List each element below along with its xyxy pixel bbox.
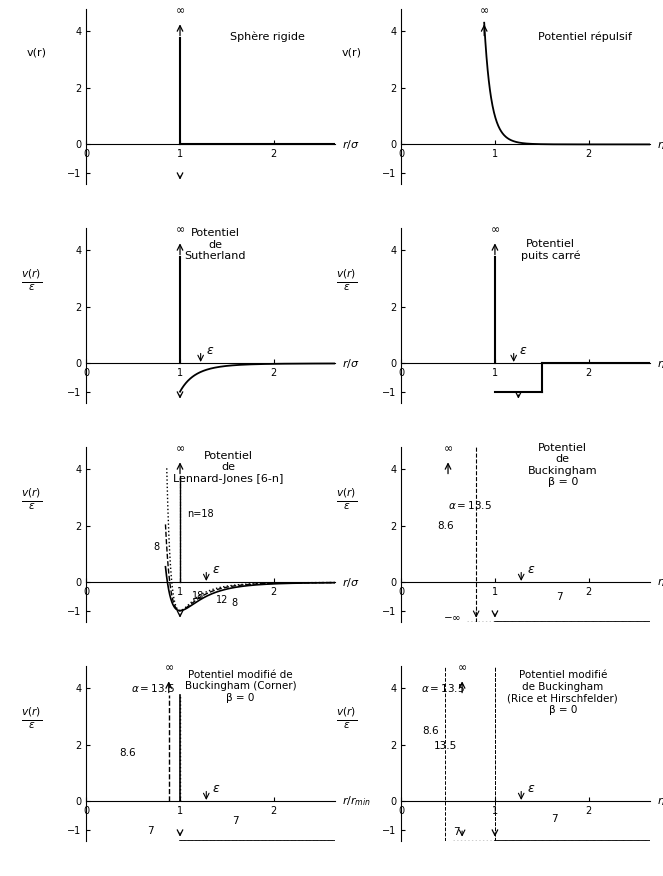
Text: n=18: n=18 [188, 510, 214, 519]
Text: v(r): v(r) [27, 47, 46, 58]
Text: $\varepsilon$: $\varepsilon$ [527, 782, 535, 795]
Text: $\frac{v(r)}{\varepsilon}$: $\frac{v(r)}{\varepsilon}$ [21, 486, 42, 512]
Text: $\frac{v(r)}{\varepsilon}$: $\frac{v(r)}{\varepsilon}$ [21, 705, 42, 731]
Text: $r/r_{min}$: $r/r_{min}$ [657, 795, 663, 809]
Text: 7: 7 [551, 814, 558, 823]
Text: $r/\sigma$: $r/\sigma$ [657, 357, 663, 370]
Text: $\infty$: $\infty$ [164, 662, 174, 672]
Text: 8: 8 [154, 542, 160, 552]
Text: $r/r_{min}$: $r/r_{min}$ [342, 795, 371, 809]
Text: 7: 7 [453, 827, 459, 837]
Text: $\varepsilon$: $\varepsilon$ [527, 563, 535, 576]
Text: 8: 8 [231, 598, 238, 609]
Text: 7: 7 [231, 816, 238, 826]
Text: Sphère rigide: Sphère rigide [231, 32, 305, 42]
Text: $\varepsilon$: $\varepsilon$ [519, 344, 528, 357]
Text: $\varepsilon$: $\varepsilon$ [212, 782, 220, 795]
Text: Potentiel
puits carré: Potentiel puits carré [520, 239, 580, 261]
Text: $r/\sigma$: $r/\sigma$ [657, 138, 663, 151]
Text: 13.5: 13.5 [434, 741, 457, 751]
Text: $\infty$: $\infty$ [175, 443, 185, 453]
Text: 8.6: 8.6 [422, 725, 438, 736]
Text: $-\infty$: $-\infty$ [444, 611, 461, 622]
Text: $\varepsilon$: $\varepsilon$ [206, 344, 215, 357]
Text: 18: 18 [192, 591, 204, 601]
Text: $\infty$: $\infty$ [175, 5, 185, 15]
Text: $r/\sigma$: $r/\sigma$ [342, 576, 360, 589]
Text: $\frac{v(r)}{\varepsilon}$: $\frac{v(r)}{\varepsilon}$ [336, 486, 357, 512]
Text: $\alpha=13.5$: $\alpha=13.5$ [131, 682, 175, 694]
Text: $\infty$: $\infty$ [479, 5, 489, 15]
Text: Potentiel
de
Buckingham
β = 0: Potentiel de Buckingham β = 0 [528, 442, 597, 487]
Text: Potentiel
de
Sutherland: Potentiel de Sutherland [185, 228, 246, 261]
Text: Potentiel
de
Lennard-Jones [6-n]: Potentiel de Lennard-Jones [6-n] [173, 450, 283, 484]
Text: Potentiel répulsif: Potentiel répulsif [538, 32, 632, 42]
Text: $\infty$: $\infty$ [457, 662, 467, 672]
Text: $\alpha=13.5$: $\alpha=13.5$ [448, 499, 492, 511]
Text: $r/r_{min}$: $r/r_{min}$ [657, 576, 663, 590]
Text: Potentiel modifié
de Buckingham
(Rice et Hirschfelder)
β = 0: Potentiel modifié de Buckingham (Rice et… [507, 670, 618, 715]
Text: $\varepsilon$: $\varepsilon$ [212, 563, 220, 576]
Text: $\frac{v(r)}{\varepsilon}$: $\frac{v(r)}{\varepsilon}$ [21, 267, 42, 293]
Text: Potentiel modifié de
Buckingham (Corner)
β = 0: Potentiel modifié de Buckingham (Corner)… [184, 669, 296, 703]
Text: $r/\sigma$: $r/\sigma$ [342, 138, 360, 151]
Text: 8.6: 8.6 [437, 520, 453, 531]
Text: $\alpha=13.5$: $\alpha=13.5$ [421, 682, 465, 694]
Text: 7: 7 [147, 826, 154, 836]
Text: $\infty$: $\infty$ [490, 224, 500, 234]
Text: $\infty$: $\infty$ [443, 443, 453, 453]
Text: 12: 12 [215, 595, 228, 604]
Text: $\frac{v(r)}{\varepsilon}$: $\frac{v(r)}{\varepsilon}$ [336, 267, 357, 293]
Text: $\infty$: $\infty$ [175, 224, 185, 234]
Text: v(r): v(r) [341, 47, 361, 58]
Text: 7: 7 [556, 592, 562, 602]
Text: $r/\sigma$: $r/\sigma$ [342, 357, 360, 370]
Text: $\frac{v(r)}{\varepsilon}$: $\frac{v(r)}{\varepsilon}$ [336, 705, 357, 731]
Text: 8.6: 8.6 [119, 748, 136, 759]
